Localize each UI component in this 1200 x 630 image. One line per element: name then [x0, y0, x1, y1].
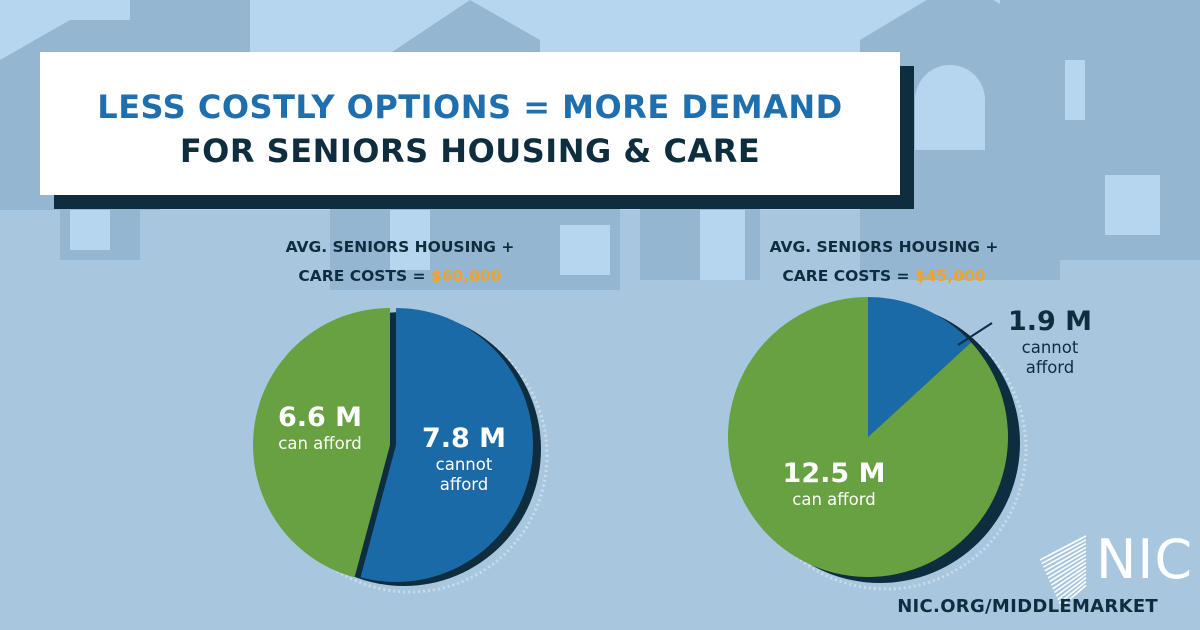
page-title-line-2: FOR SENIORS HOUSING & CARE	[179, 132, 761, 170]
nic-logo-mark	[1039, 535, 1087, 608]
slice-text: can afford	[278, 434, 362, 453]
slice-text: cannot	[435, 455, 493, 474]
page-title-line-1: LESS COSTLY OPTIONS = MORE DEMAND	[97, 88, 843, 126]
cost-label-line1: AVG. SENIORS HOUSING +	[285, 238, 515, 256]
slice-label-can-afford-right: 12.5 M can afford	[768, 458, 900, 510]
cost-label-line2: CARE COSTS =	[782, 267, 915, 285]
nic-logo-text: NIC	[1096, 528, 1194, 591]
cost-label-line2: CARE COSTS =	[298, 267, 431, 285]
pie-chart-60000	[253, 308, 549, 594]
callout-line	[957, 322, 993, 346]
logo-fan-line	[1050, 561, 1087, 586]
logo-fan-line	[1049, 558, 1087, 583]
house-windows	[70, 60, 1160, 280]
logo-fan-line	[1044, 546, 1087, 572]
pie-slice-can-afford	[727, 297, 1008, 577]
slice-label-can-afford-left: 6.6 M can afford	[262, 402, 378, 454]
slice-text: cannot	[1021, 338, 1079, 357]
slice-text: afford	[439, 475, 489, 494]
logo-fan-line	[1057, 577, 1087, 601]
logo-fan-line	[1060, 584, 1087, 608]
logo-fan-line	[1041, 539, 1087, 565]
logo-fan-line	[1045, 550, 1087, 576]
pie-slice-can-afford	[253, 308, 390, 578]
logo-fan-line	[1052, 565, 1087, 590]
pie-hatch-shadow	[744, 307, 1028, 591]
slice-value: 1.9 M	[1007, 306, 1093, 337]
cost-label-left: AVG. SENIORS HOUSING + CARE COSTS = $60,…	[250, 233, 550, 291]
logo-fan-line	[1042, 542, 1087, 568]
pie-chart-45000	[727, 297, 1028, 591]
logo-fan-line	[1053, 569, 1087, 594]
title-box: LESS COSTLY OPTIONS = MORE DEMAND FOR SE…	[40, 52, 900, 195]
cost-amount-right: $45,000	[914, 267, 986, 285]
slice-value: 7.8 M	[421, 423, 507, 454]
cost-label-line1: AVG. SENIORS HOUSING +	[769, 238, 999, 256]
slice-value: 12.5 M	[782, 458, 886, 489]
cost-amount-left: $60,000	[430, 267, 502, 285]
logo-fan-line	[1055, 573, 1087, 597]
slice-value: 6.6 M	[277, 402, 363, 433]
slice-label-cannot-afford-left: 7.8 M cannot afford	[400, 423, 528, 495]
logo-fan-line	[1058, 580, 1087, 604]
pie-slice-cannot-afford	[360, 308, 534, 583]
site-url-link[interactable]: NIC.ORG/MIDDLEMARKET	[897, 596, 1158, 617]
slice-text: afford	[1025, 358, 1075, 377]
pie-slice-cannot-afford	[868, 297, 972, 437]
slice-label-cannot-afford-right: 1.9 M cannot afford	[1000, 306, 1100, 378]
cost-label-right: AVG. SENIORS HOUSING + CARE COSTS = $45,…	[734, 233, 1034, 291]
logo-fan-line	[1047, 554, 1087, 579]
slice-text: can afford	[792, 490, 876, 509]
logo-fan-line	[1039, 535, 1087, 561]
